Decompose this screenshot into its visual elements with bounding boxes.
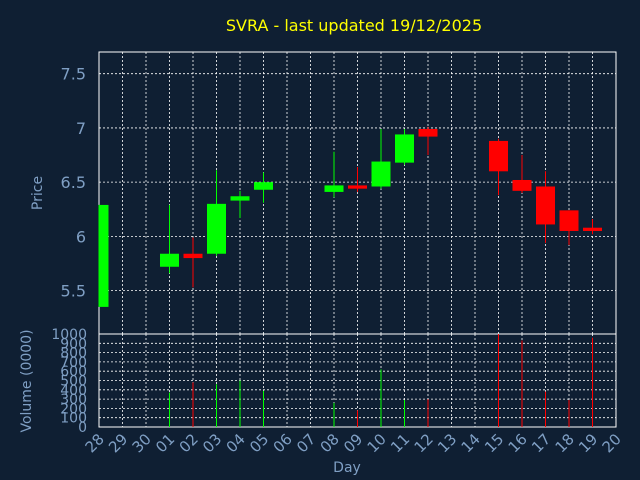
- x-axis-label: Day: [333, 460, 361, 476]
- price-axis-label: Price: [30, 176, 46, 210]
- x-tick-label: 05: [246, 430, 272, 456]
- x-tick-label: 18: [552, 430, 578, 456]
- price-tick-label: 7.5: [61, 65, 86, 84]
- candle-body: [183, 253, 203, 259]
- candle-body: [583, 227, 602, 231]
- volume-tick-label: 700: [60, 355, 87, 371]
- x-tick-label: 01: [152, 430, 178, 456]
- x-tick-label: 17: [528, 430, 554, 456]
- price-panel: 5.5 6 6.5 7 7.5 Price: [30, 51, 617, 335]
- x-tick-label: 09: [340, 430, 366, 456]
- price-tick-label: 5.5: [61, 282, 86, 301]
- x-tick-label: 14: [458, 430, 484, 456]
- candle-body: [348, 185, 367, 189]
- x-tick-label: 02: [176, 430, 202, 456]
- price-y-ticks: 5.5 6 6.5 7 7.5: [61, 65, 86, 301]
- x-tick-label: 03: [199, 430, 225, 456]
- volume-tick-label: 400: [60, 383, 87, 399]
- candle-body: [395, 134, 414, 163]
- volume-tick-label: 900: [60, 336, 87, 352]
- x-tick-label: 12: [411, 430, 437, 456]
- candle-body: [536, 186, 555, 225]
- x-tick-label: 16: [505, 430, 531, 456]
- x-tick-label: 04: [223, 430, 249, 456]
- candle-body: [324, 185, 344, 192]
- volume-tick-label: 200: [60, 401, 87, 417]
- candle-body: [559, 210, 579, 231]
- price-tick-label: 7: [76, 119, 86, 138]
- x-tick-label: 11: [387, 430, 413, 456]
- price-tick-label: 6: [76, 227, 86, 246]
- x-tick-label: 08: [317, 430, 343, 456]
- candle-body: [371, 161, 391, 187]
- x-tick-label: 10: [364, 430, 390, 456]
- x-tick-label: 15: [481, 430, 507, 456]
- x-tick-label: 07: [293, 430, 319, 456]
- x-tick-label: 29: [105, 430, 131, 456]
- candle-body: [489, 140, 508, 172]
- price-tick-label: 6.5: [61, 173, 86, 192]
- x-tick-label: 13: [434, 430, 460, 456]
- candle-body: [160, 253, 179, 267]
- chart-title: SVRA - last updated 19/12/2025: [226, 16, 482, 35]
- x-tick-label: 06: [270, 430, 296, 456]
- candle-body: [99, 204, 109, 307]
- volume-bars: [169, 334, 593, 427]
- candle-body: [418, 129, 438, 137]
- candles: [98, 126, 602, 307]
- x-axis-day-ticks: 2829300102030405060708091011121314151617…: [82, 430, 625, 456]
- volume-axis-label: Volume (0000): [19, 329, 35, 432]
- x-tick-label: 30: [129, 430, 155, 456]
- x-tick-label: 20: [599, 430, 625, 456]
- volume-tick-label: 500: [60, 374, 87, 390]
- volume-tick-label: 0: [78, 420, 87, 436]
- volume-tick-label: 800: [60, 346, 87, 362]
- candle-body: [254, 182, 273, 190]
- volume-tick-label: 300: [60, 392, 87, 408]
- volume-tick-label: 1000: [51, 327, 87, 343]
- candle-body: [207, 203, 226, 254]
- volume-tick-label: 100: [60, 411, 87, 427]
- x-tick-label: 19: [575, 430, 601, 456]
- candle-body: [512, 179, 532, 191]
- candle-body: [230, 196, 250, 201]
- volume-tick-label: 600: [60, 364, 87, 380]
